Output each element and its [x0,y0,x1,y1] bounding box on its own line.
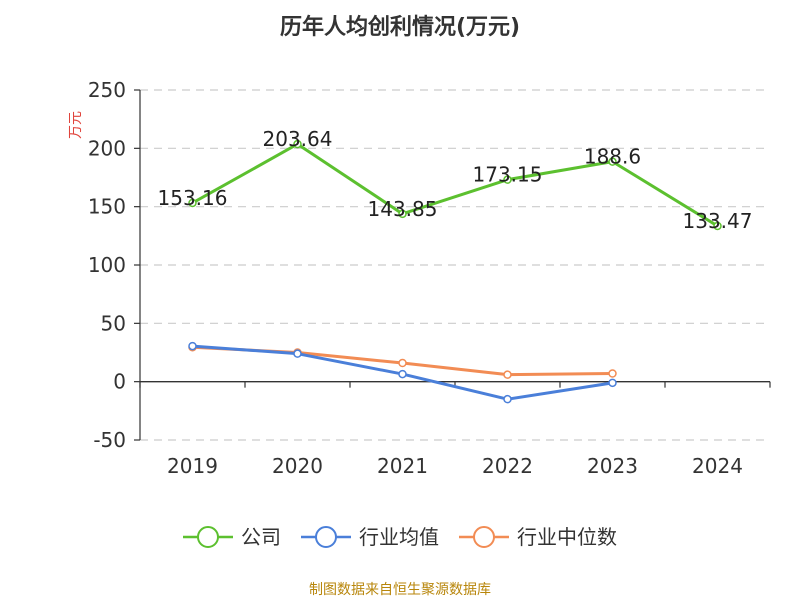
legend-label: 行业均值 [359,525,439,549]
data-point [503,370,512,379]
data-point [398,369,407,379]
axis-layer: -50 0 50 100 150 200 250 2019 2020 2021 2022 2023 20… [88,78,771,478]
x-tick-label: 2022 [482,454,533,478]
y-tick-label: 100 [88,253,126,277]
legend-item[interactable]: 公司 [183,525,281,549]
y-tick-label: 150 [88,195,126,219]
x-tick-label: 2020 [272,454,323,478]
data-point [293,139,302,149]
data-point [608,157,617,166]
x-tick-label: 2019 [167,454,218,478]
y-tick-label: 50 [101,311,126,335]
data-point [503,394,512,404]
grid-layer [140,89,770,441]
legend-item[interactable]: 行业均值 [301,525,439,549]
data-point [713,221,722,231]
legend-label: 公司 [241,525,281,549]
y-tick-label: -50 [93,428,126,452]
legend-item[interactable]: 行业中位数 [459,525,617,549]
data-point [188,198,197,208]
legend-marker-icon [473,526,495,548]
x-tick-label: 2021 [377,454,428,478]
data-label: 143.85 [368,197,438,221]
data-label: 203.64 [263,127,333,151]
chart-title: 历年人均创利情况(万元) [280,14,520,40]
legend-label: 行业中位数 [517,525,617,549]
legend-marker-icon [315,526,337,548]
data-point [293,349,302,358]
source-note: 制图数据来自恒生聚源数据库 [309,582,491,598]
y-axis-label: 万元 [68,111,84,139]
data-label: 153.16 [158,186,228,210]
legend-marker-icon [197,526,219,548]
data-point [608,369,617,378]
data-label: 188.6 [584,145,641,169]
data-label: 133.47 [683,209,753,233]
series-layer [188,139,722,404]
x-tick-label: 2023 [587,454,638,478]
data-point [503,175,512,184]
legend[interactable]: 公司 行业均值 行业中位数 [183,525,617,549]
data-point [608,378,617,388]
y-tick-label: 250 [88,78,126,102]
label-layer: 153.16 203.64 143.85 173.15 188.6 133.47 [158,127,753,233]
y-tick-label: 200 [88,136,126,160]
x-tick-label: 2024 [692,454,743,478]
series-line-公司 [191,142,719,228]
data-point [398,358,407,368]
data-point [398,209,407,219]
y-tick-label: 0 [113,370,126,394]
data-label: 173.15 [473,163,543,187]
data-point [188,341,197,351]
